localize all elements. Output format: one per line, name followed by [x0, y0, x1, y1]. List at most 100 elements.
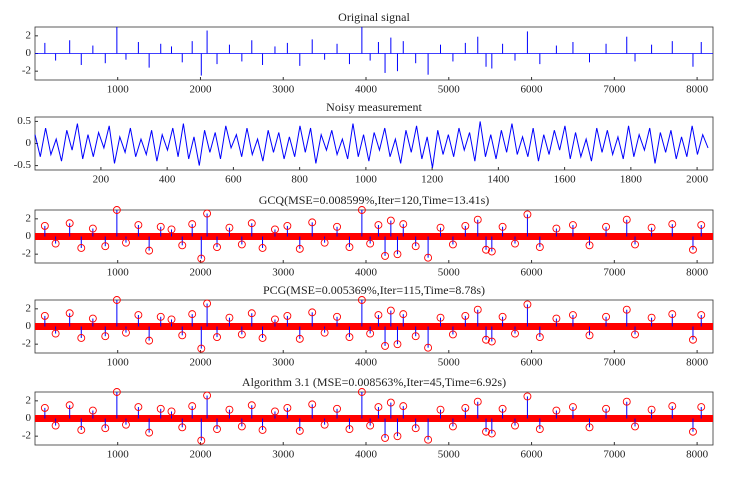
stem-marker [40, 221, 49, 230]
stem-marker [188, 220, 197, 229]
stem-marker [122, 420, 130, 429]
stem-marker [213, 333, 221, 342]
stem-marker [320, 238, 329, 247]
x-tick-label: 8000 [686, 449, 709, 461]
stem-marker [461, 221, 470, 230]
stem-marker [647, 223, 656, 232]
stem-marker [602, 222, 611, 231]
stem-marker [178, 423, 187, 432]
stem-marker [393, 432, 402, 441]
stem-marker [622, 215, 631, 224]
stem-marker [399, 220, 408, 229]
x-tick-label: 800 [291, 174, 308, 186]
stem-marker [197, 436, 206, 445]
stem-marker [436, 223, 445, 232]
stem-marker [112, 296, 121, 304]
stem-marker [386, 306, 395, 315]
x-tick-label: 8000 [686, 267, 709, 279]
stem-marker [448, 240, 457, 249]
x-tick-label: 3000 [272, 449, 295, 461]
stem-marker [689, 245, 697, 254]
stem-marker [77, 244, 86, 252]
subplot-title: Original signal [338, 10, 410, 24]
stem-marker [374, 311, 383, 319]
stem-marker [237, 240, 246, 249]
stem-marker [345, 425, 354, 434]
stem-marker [436, 313, 445, 322]
stem-marker [225, 313, 234, 322]
y-tick-label: 0 [26, 137, 32, 149]
subplot-title: Algorithm 3.1 (MSE=0.008563%,Iter=45,Tim… [242, 375, 506, 389]
stem-marker [585, 423, 594, 432]
stem-marker [225, 223, 234, 232]
stem-marker [178, 241, 187, 250]
subplot-title: PCG(MSE=0.005369%,Iter=115,Time=8.78s) [263, 283, 485, 297]
stem-marker [134, 311, 143, 319]
stem-marker [51, 329, 60, 338]
stem-marker [511, 329, 519, 338]
stem-marker [145, 428, 154, 437]
stem-marker [237, 330, 246, 339]
stem-marker [697, 403, 706, 411]
stem-marker [51, 239, 60, 248]
stem-marker [134, 403, 143, 411]
stem-marker [258, 426, 267, 434]
x-tick-label: 7000 [603, 449, 626, 461]
stem-marker [258, 334, 267, 342]
stem-marker [88, 224, 97, 233]
stem-marker [424, 253, 433, 262]
stem-marker [145, 246, 154, 255]
x-tick-label: 2000 [189, 357, 212, 369]
stem-marker [689, 335, 697, 344]
stem-marker [247, 219, 256, 228]
stem-marker [448, 422, 457, 431]
x-tick-label: 1600 [554, 174, 577, 186]
stem-marker [295, 426, 304, 435]
y-tick-label: 0.5 [17, 115, 31, 127]
y-tick-label: 0 [26, 320, 32, 332]
y-tick-label: -2 [22, 65, 31, 77]
stem-marker [295, 244, 304, 253]
x-tick-label: 2000 [189, 84, 212, 96]
stem-marker [333, 222, 341, 231]
stem-marker [65, 401, 74, 410]
signal-line [34, 121, 709, 168]
x-tick-label: 3000 [272, 357, 295, 369]
x-tick-label: 2000 [189, 267, 212, 279]
stem-marker [552, 224, 561, 233]
stem-marker [697, 221, 706, 229]
stem-marker [381, 433, 390, 442]
x-tick-label: 6000 [521, 449, 544, 461]
stem-marker [122, 238, 130, 247]
stem-marker [411, 424, 420, 433]
stem-marker [188, 402, 197, 411]
stem-marker [585, 241, 594, 250]
x-tick-label: 7000 [603, 84, 626, 96]
stem-marker [333, 404, 341, 413]
y-tick-label: 2 [26, 302, 32, 314]
stem-marker [424, 343, 433, 352]
stem-marker [424, 435, 433, 444]
stem-marker [399, 310, 408, 319]
stem-marker [308, 308, 317, 317]
stem-marker [213, 243, 221, 252]
stem-marker [112, 206, 121, 214]
stem-marker [357, 296, 366, 304]
y-tick-label: -2 [22, 248, 31, 260]
x-tick-label: 1800 [620, 174, 643, 186]
stem-marker [101, 242, 110, 251]
x-tick-label: 200 [93, 174, 110, 186]
stem-marker [88, 406, 97, 415]
x-tick-label: 4000 [355, 357, 378, 369]
stem-marker [511, 421, 519, 430]
stem-marker [225, 405, 234, 414]
stem-marker [258, 244, 267, 252]
stem-marker [535, 243, 544, 252]
x-tick-label: 7000 [603, 267, 626, 279]
stem-marker [51, 421, 60, 430]
stem-marker [156, 222, 165, 231]
stem-marker [40, 403, 49, 412]
stem-marker [345, 333, 354, 342]
stem-marker [156, 312, 165, 321]
